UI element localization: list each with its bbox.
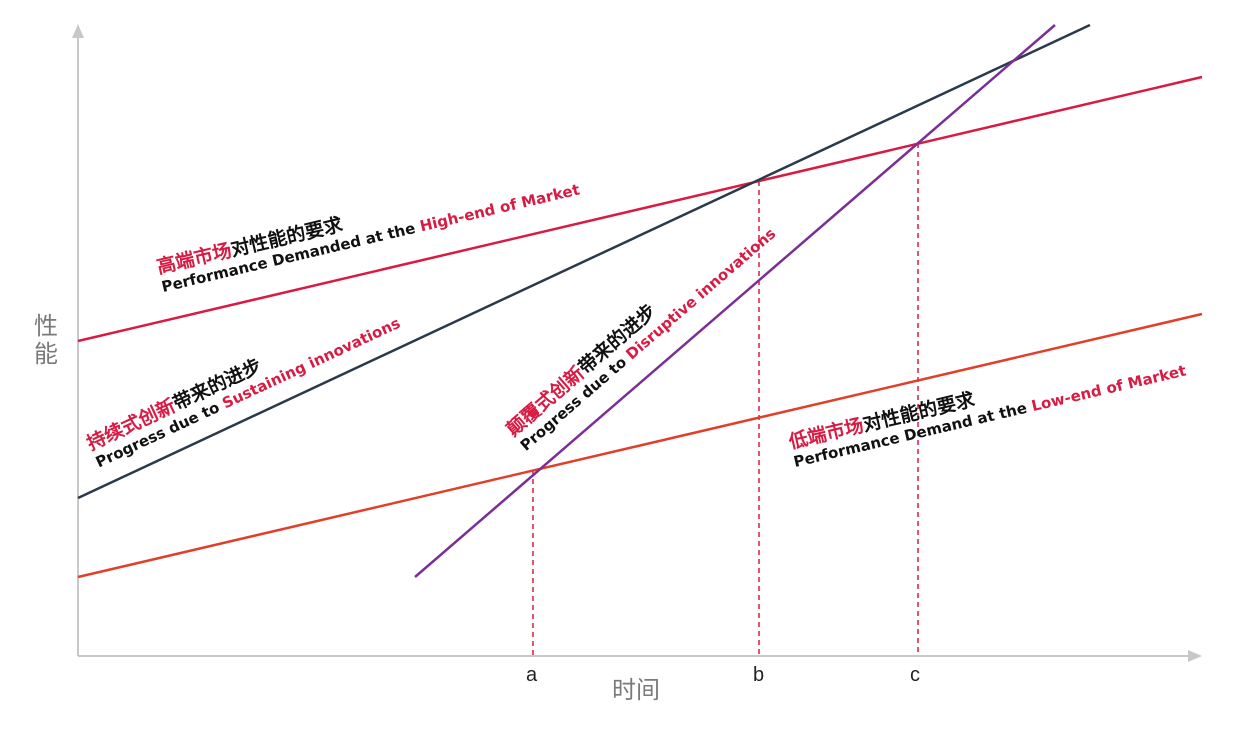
tick-a: a bbox=[526, 664, 538, 686]
x-axis-title: 时间 bbox=[612, 676, 660, 704]
tick-b: b bbox=[753, 664, 765, 686]
x-axis-arrow-icon bbox=[1188, 650, 1202, 662]
low-end-demand-line bbox=[77, 312, 1203, 579]
high-end-demand-line bbox=[77, 75, 1203, 343]
tick-c: c bbox=[910, 664, 920, 686]
y-axis-arrow-icon bbox=[72, 24, 84, 38]
disruptive-progress-line bbox=[414, 24, 1056, 578]
y-axis-title: 性能 bbox=[34, 312, 58, 368]
sustaining-progress-line bbox=[77, 23, 1091, 500]
